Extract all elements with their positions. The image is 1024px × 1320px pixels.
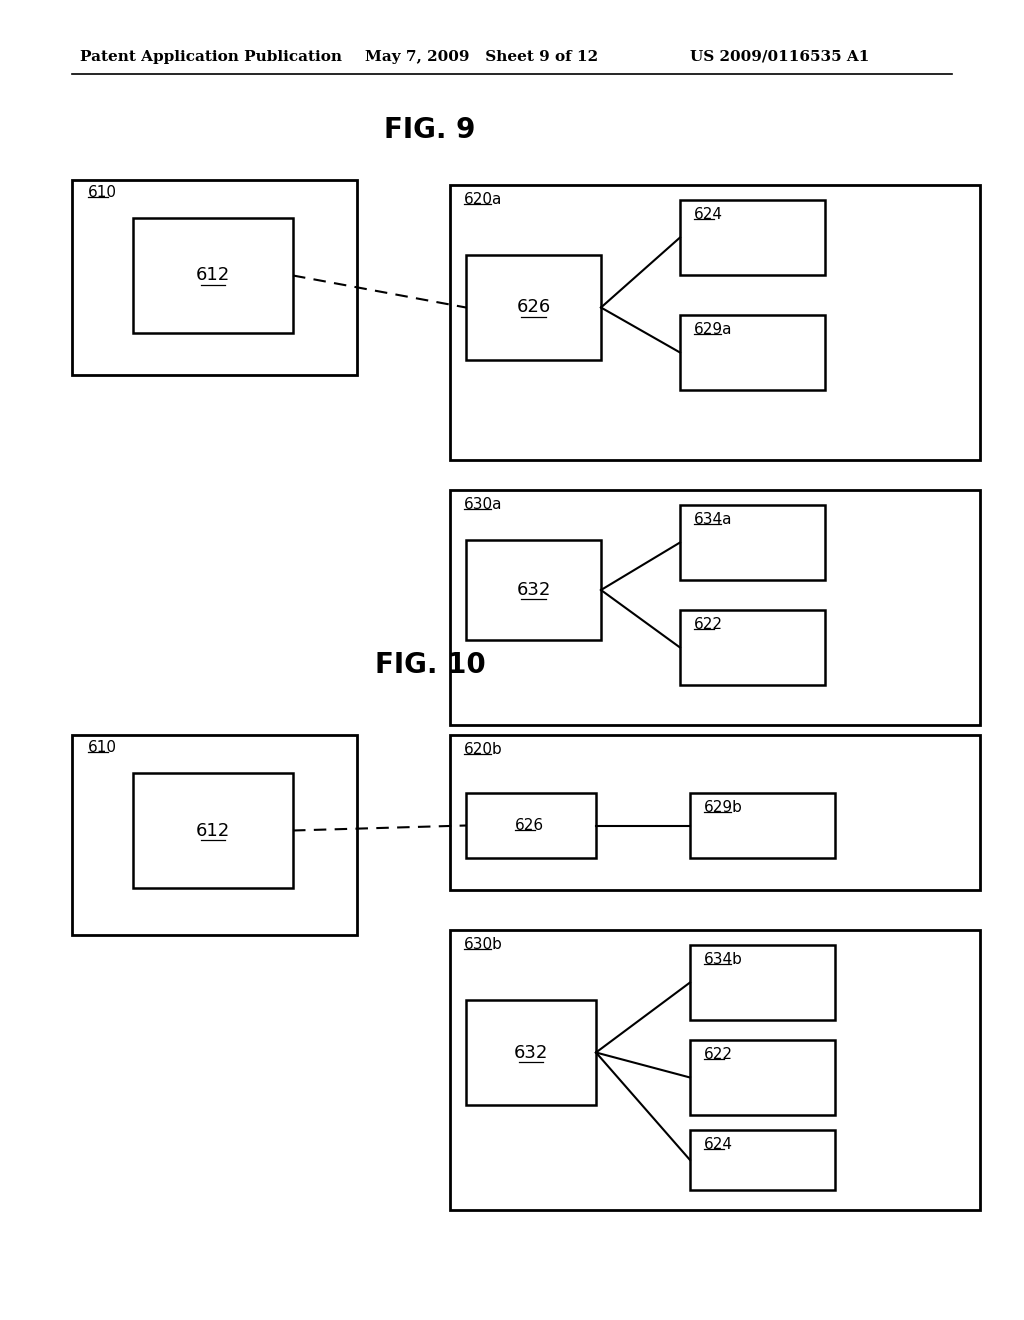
Text: 620b: 620b — [464, 742, 503, 756]
Bar — [466, 540, 601, 640]
Bar — [466, 1001, 596, 1105]
Bar — [466, 793, 596, 858]
Bar — [450, 735, 980, 890]
Text: 612: 612 — [196, 267, 230, 285]
Bar — [450, 185, 980, 459]
Bar — [450, 490, 980, 725]
Text: 610: 610 — [88, 185, 117, 201]
Text: 624: 624 — [705, 1137, 733, 1152]
Text: 629a: 629a — [694, 322, 732, 337]
Text: US 2009/0116535 A1: US 2009/0116535 A1 — [690, 50, 869, 63]
Bar — [680, 610, 825, 685]
Text: 622: 622 — [705, 1047, 733, 1063]
Bar — [680, 506, 825, 579]
Bar — [680, 315, 825, 389]
Bar — [133, 774, 293, 888]
Text: 626: 626 — [516, 298, 551, 317]
Text: Patent Application Publication: Patent Application Publication — [80, 50, 342, 63]
Text: 626: 626 — [515, 818, 544, 833]
Text: 630a: 630a — [464, 498, 503, 512]
Text: May 7, 2009   Sheet 9 of 12: May 7, 2009 Sheet 9 of 12 — [365, 50, 598, 63]
Bar — [690, 793, 835, 858]
Text: 632: 632 — [516, 581, 551, 599]
Bar — [690, 1130, 835, 1191]
Text: 624: 624 — [694, 207, 723, 222]
Bar — [680, 201, 825, 275]
Text: 622: 622 — [694, 616, 723, 632]
Text: 612: 612 — [196, 821, 230, 840]
Bar — [72, 180, 357, 375]
Text: 630b: 630b — [464, 937, 503, 952]
Bar — [72, 735, 357, 935]
Text: 632: 632 — [514, 1044, 548, 1061]
Text: FIG. 9: FIG. 9 — [384, 116, 476, 144]
Text: 620a: 620a — [464, 191, 503, 207]
Bar — [690, 1040, 835, 1115]
Bar — [690, 945, 835, 1020]
Text: 629b: 629b — [705, 800, 742, 814]
Text: 610: 610 — [88, 741, 117, 755]
Text: FIG. 10: FIG. 10 — [375, 651, 485, 678]
Bar — [466, 255, 601, 360]
Bar — [133, 218, 293, 333]
Text: 634b: 634b — [705, 952, 742, 968]
Text: 634a: 634a — [694, 512, 732, 527]
Bar — [450, 931, 980, 1210]
